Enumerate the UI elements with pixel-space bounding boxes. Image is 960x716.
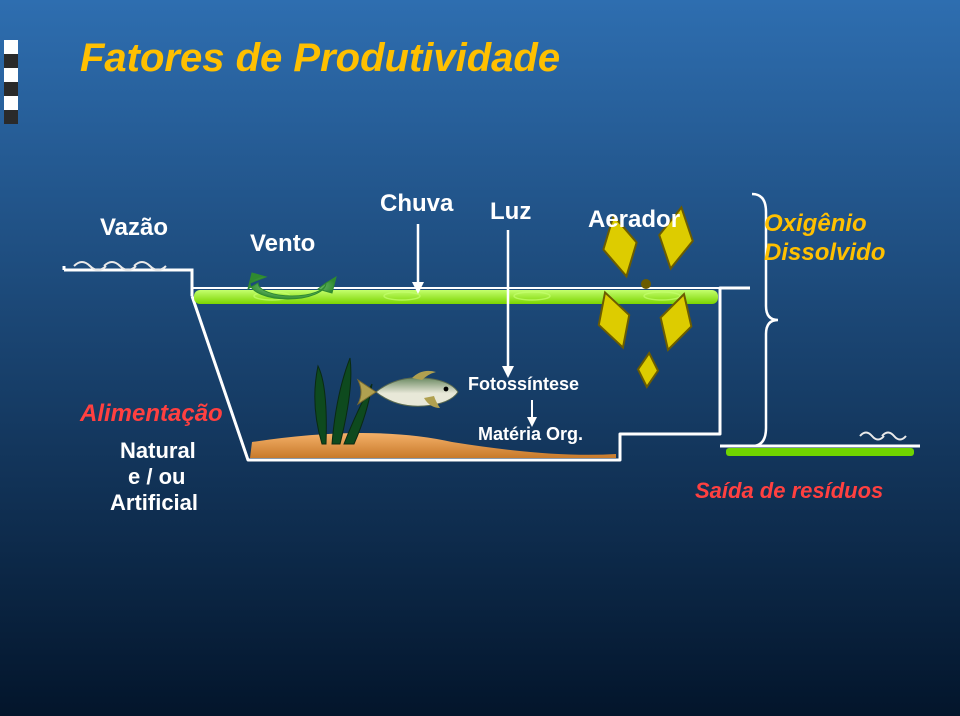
label-alimentacao: Alimentação bbox=[80, 400, 223, 429]
label-fotossintese: Fotossíntese bbox=[468, 374, 579, 396]
label-eou: e / ou bbox=[128, 464, 185, 490]
fish-icon bbox=[358, 371, 458, 408]
slide: Fatores de Produtividade VazãoVentoChuva… bbox=[0, 0, 960, 716]
label-chuva: Chuva bbox=[380, 190, 453, 219]
label-artificial: Artificial bbox=[110, 490, 198, 516]
label-saida: Saída de resíduos bbox=[695, 478, 883, 504]
pond-diagram bbox=[0, 0, 960, 716]
residue-strip bbox=[726, 448, 914, 456]
label-luz: Luz bbox=[490, 198, 531, 227]
aquatic-plant bbox=[315, 358, 372, 444]
label-vento: Vento bbox=[250, 230, 315, 259]
label-natural: Natural bbox=[120, 438, 196, 464]
label-vazao: Vazão bbox=[100, 214, 168, 243]
label-aerador: Aerador bbox=[588, 206, 680, 235]
label-materia: Matéria Org. bbox=[478, 424, 583, 446]
label-oxigenio: Oxigênio Dissolvido bbox=[764, 210, 885, 268]
